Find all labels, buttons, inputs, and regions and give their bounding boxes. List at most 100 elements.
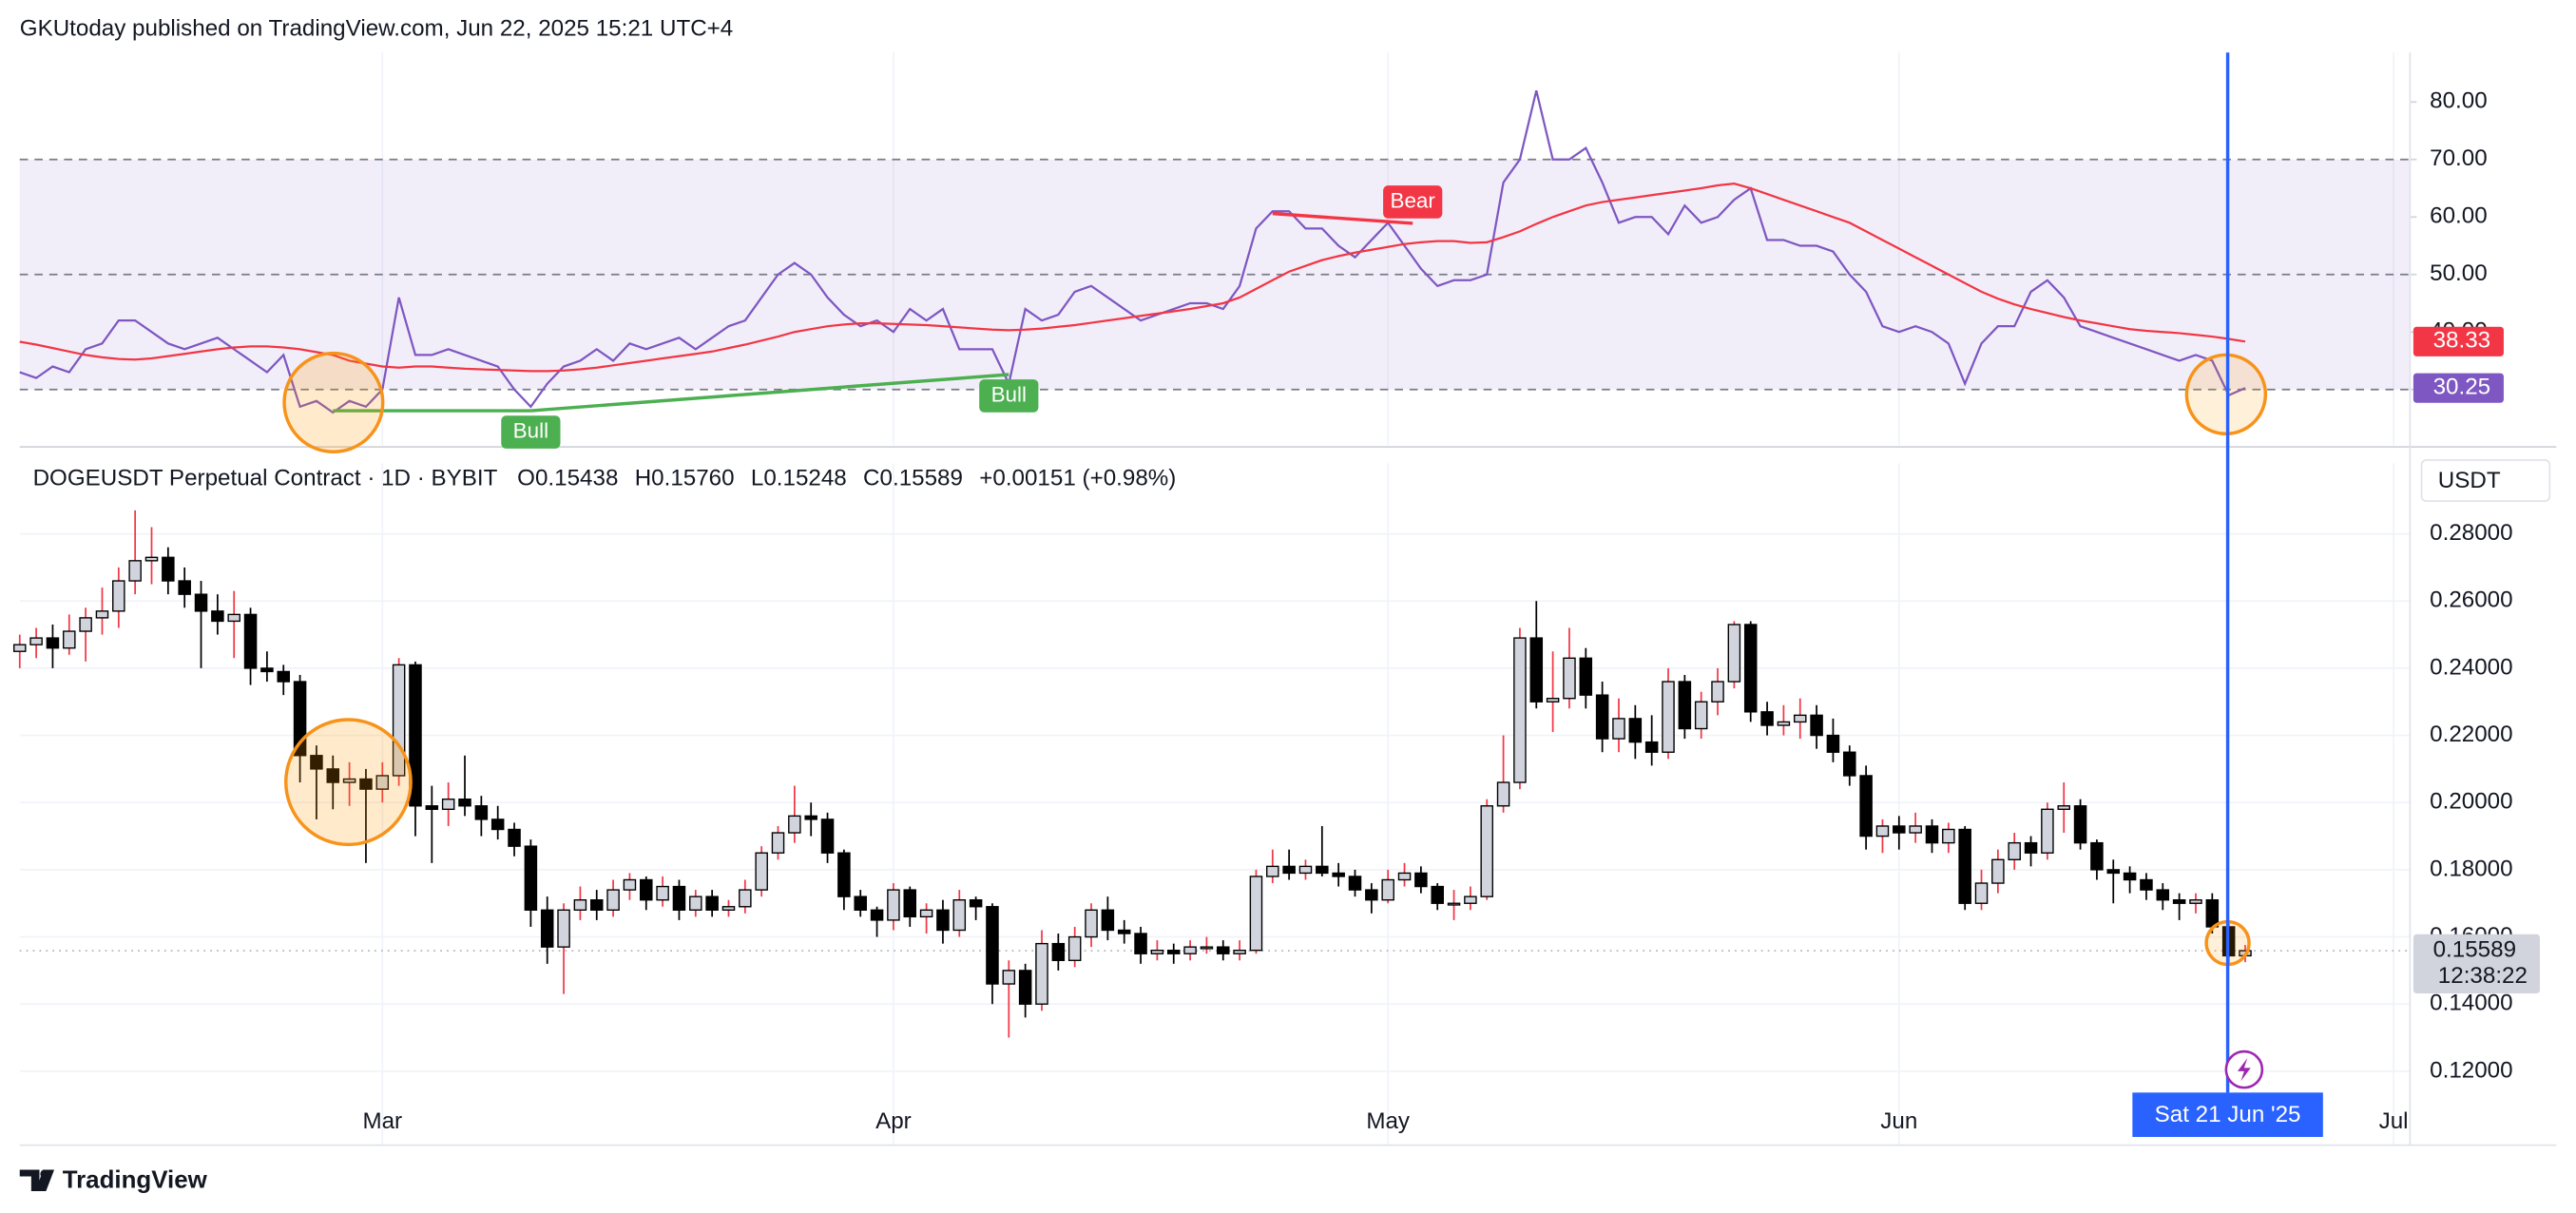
candle-body [1612, 718, 1625, 740]
candle-body [1810, 714, 1823, 737]
candle-body [1365, 889, 1378, 901]
candle-body [144, 556, 159, 562]
candle-body [804, 815, 817, 820]
candle-body [458, 799, 471, 807]
currency-box[interactable] [2420, 459, 2551, 502]
candle-body [870, 909, 884, 921]
candle-body [12, 644, 27, 652]
candle-body [1563, 657, 1576, 700]
candle-body [1793, 714, 1807, 723]
candle-body [2057, 805, 2070, 810]
candle-body [2041, 808, 2054, 854]
candle-body [887, 889, 900, 921]
candle-body [1002, 970, 1016, 985]
x-tick-label: Mar [362, 1108, 402, 1134]
candle-body [919, 909, 933, 918]
candle-body [1826, 734, 1840, 753]
candle-body [1051, 942, 1066, 961]
candle-body [1332, 872, 1345, 877]
legend-low: L0.15248 [751, 466, 847, 491]
candle-body [1266, 865, 1279, 877]
rsi-band [19, 159, 2411, 390]
candle-body [524, 845, 538, 911]
candle-body [211, 610, 224, 623]
candle-body [2172, 899, 2186, 904]
y-tick-label: 60.00 [2430, 203, 2488, 229]
candle-body [640, 878, 653, 901]
candle-body [277, 670, 290, 683]
candle-body [1414, 872, 1428, 888]
candle-body [1760, 711, 1774, 726]
candle-body [788, 815, 801, 834]
x-tick-label: May [1366, 1108, 1411, 1134]
y-tick-label: 0.28000 [2430, 520, 2512, 546]
candle-body [1859, 775, 1873, 838]
last-value-box [2413, 373, 2504, 403]
candle-body [557, 909, 570, 948]
candle-body [227, 613, 240, 623]
divergence-line [530, 373, 1009, 413]
candle-body [2090, 841, 2104, 871]
candle-body [2156, 889, 2170, 901]
candle-body [326, 768, 340, 783]
y-tick-label: 0.18000 [2430, 856, 2512, 881]
crosshair-label-box [2132, 1092, 2323, 1137]
candle-body [1662, 681, 1675, 753]
y-tick-label: 0.22000 [2430, 722, 2512, 747]
divergence-label-box [979, 379, 1039, 413]
candle-body [1431, 885, 1444, 904]
candle-body [820, 818, 835, 854]
candle-body [441, 799, 455, 810]
brand-logo-dot [40, 1169, 49, 1179]
candle-body [837, 852, 851, 897]
candle-body [490, 818, 505, 831]
candle-body [1843, 751, 1856, 777]
candle-body [2073, 805, 2087, 844]
x-tick-label: Jul [2379, 1108, 2409, 1134]
candle-body [969, 899, 983, 908]
candle-body [1067, 935, 1082, 961]
last-price-label: 0.15589 [2433, 936, 2516, 962]
y-tick-label: 0.20000 [2430, 789, 2512, 815]
candle-body [606, 889, 620, 911]
last-value-label: 30.25 [2433, 375, 2491, 400]
candle-body [573, 899, 587, 911]
candle-body [589, 899, 604, 911]
divergence-label: Bull [513, 418, 548, 442]
x-tick-label: Apr [875, 1108, 912, 1134]
candle-body [1397, 872, 1412, 881]
candle-body [2205, 899, 2220, 928]
candle-body [2189, 899, 2202, 904]
candle-body [2140, 878, 2153, 891]
candle-body [2106, 869, 2121, 875]
divergence-label-box [501, 415, 561, 449]
candle-body [342, 778, 356, 783]
candle-body [771, 832, 785, 854]
candle-body [425, 805, 439, 810]
candle-body [540, 909, 554, 948]
candle-body [936, 909, 950, 932]
candle-body [310, 755, 323, 770]
candle-body [1875, 825, 1890, 838]
candle-body [623, 878, 637, 891]
last-price-box [2413, 934, 2540, 994]
y-tick-label: 0.26000 [2430, 587, 2512, 613]
y-tick-label: 0.24000 [2430, 654, 2512, 680]
candle-body [1529, 637, 1544, 703]
candle-body [112, 580, 125, 612]
candle-body [1496, 781, 1510, 807]
candle-body [375, 775, 390, 790]
y-tick-label: 0.14000 [2430, 991, 2512, 1016]
candle-body [1134, 933, 1147, 954]
candle-body [1546, 698, 1560, 703]
candle-body [1101, 909, 1115, 932]
candle-body [755, 852, 768, 891]
crosshair-label: Sat 21 Jun '25 [2155, 1102, 2301, 1127]
bar-countdown: 12:38:22 [2438, 963, 2528, 989]
candle-body [672, 885, 686, 911]
overlay-layer: Sat 21 Jun '25 USDT GKUtoday published o… [20, 15, 2557, 1193]
candle-body [1018, 970, 1032, 1005]
candle-body [1958, 828, 1971, 904]
